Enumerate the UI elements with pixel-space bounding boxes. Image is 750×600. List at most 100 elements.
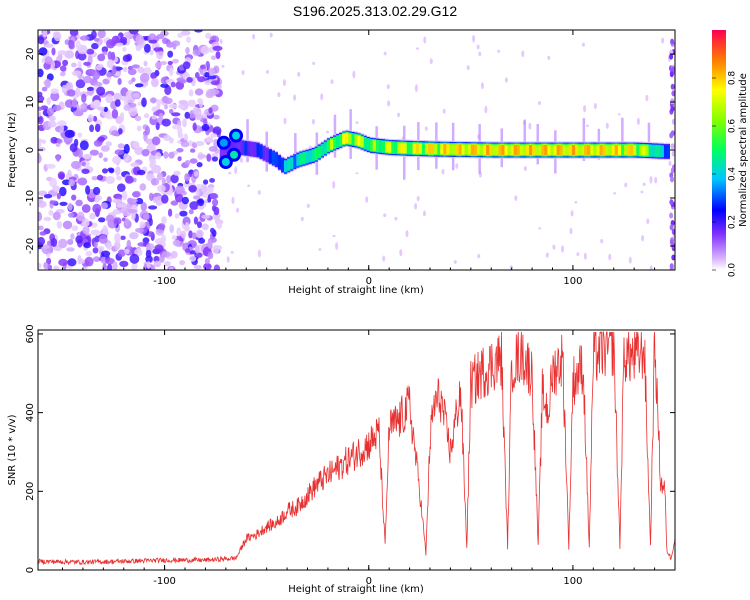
heatmap-speckle-cell	[649, 176, 653, 184]
heatmap-noise-cell	[181, 196, 189, 205]
heatmap-noise-cell	[59, 71, 66, 77]
heatmap-ridge-cell	[302, 152, 306, 164]
y-tick-label: -10	[25, 190, 36, 206]
heatmap-speckle-cell	[414, 84, 418, 93]
heatmap-speckle-cell	[226, 256, 230, 263]
heatmap-noise-cell	[96, 174, 104, 181]
heatmap-noise-cell	[216, 84, 222, 90]
heatmap-noise-cell	[49, 200, 59, 205]
heatmap-noise-cell	[194, 30, 203, 33]
heatmap-ridge-cell	[369, 139, 373, 152]
heatmap-noise-cell	[102, 51, 108, 56]
heatmap-speckle-cell	[582, 42, 585, 47]
heatmap-speckle-cell	[306, 203, 310, 208]
heatmap-noise-cell	[186, 36, 191, 43]
heatmap-ridge-cell	[424, 143, 429, 154]
heatmap-speckle-cell	[441, 168, 445, 175]
heatmap-noise-cell	[205, 32, 212, 39]
heatmap-ridge-cell	[648, 144, 652, 157]
heatmap-noise-cell	[114, 149, 125, 156]
heatmap-noise-cell	[123, 104, 131, 111]
heatmap-noise-cell	[52, 211, 61, 221]
heatmap-noise-cell	[46, 97, 51, 106]
heatmap-noise-cell	[38, 262, 42, 269]
heatmap-ridge-cell	[587, 145, 591, 156]
heatmap-noise-cell	[215, 51, 221, 60]
heatmap-ridge-cell	[565, 145, 569, 156]
heatmap-ridge-cell	[550, 145, 554, 156]
heatmap-speckle-cell	[397, 112, 401, 117]
heatmap-noise-cell	[76, 211, 85, 222]
heatmap-noise-cell	[64, 129, 75, 138]
heatmap-ridge-cell	[541, 145, 545, 156]
heatmap-noise-cell	[177, 32, 184, 38]
heatmap-noise-cell	[66, 247, 75, 252]
heatmap-ridge-cell	[403, 143, 407, 154]
heatmap-speckle-cell	[547, 55, 551, 60]
heatmap-noise-cell	[106, 59, 114, 69]
heatmap-noise-cell	[58, 238, 68, 249]
heatmap-noise-cell	[101, 46, 109, 53]
heatmap-noise-cell	[196, 230, 203, 238]
colorbar-ticks: 0.0 0.2 0.4 0.6 0.8	[712, 71, 738, 277]
heatmap-noise-cell	[127, 68, 137, 76]
heatmap-noise-cell	[196, 162, 203, 168]
heatmap-noise-cell	[210, 80, 220, 86]
heatmap-noise-cell	[57, 50, 67, 56]
heatmap-noise-cell	[170, 200, 179, 206]
heatmap-noise-cell	[61, 84, 67, 94]
heatmap-noise-cell	[200, 45, 210, 55]
heatmap-ridge-cell	[409, 142, 413, 155]
heatmap-noise-cell	[192, 122, 197, 131]
heatmap-noise-cell	[113, 217, 122, 225]
heatmap-noise-cell	[188, 89, 194, 97]
heatmap-speckle-cell	[234, 166, 238, 175]
heatmap-noise-cell	[144, 43, 151, 53]
heatmap-ridge-cell	[284, 160, 288, 172]
heatmap-noise-cell	[209, 192, 219, 200]
heatmap-noise-cell	[92, 256, 101, 262]
heatmap-noise-cell	[129, 30, 139, 35]
heatmap-ridge-cell	[633, 145, 637, 156]
heatmap-noise-cell	[142, 237, 150, 244]
heatmap-speckle-cell	[504, 77, 508, 83]
heatmap-noise-cell	[171, 112, 181, 117]
heatmap-noise-cell	[53, 31, 62, 42]
heatmap-noise-cell	[73, 110, 83, 117]
heatmap-noise-cell	[49, 177, 58, 188]
x-tick-label: -100	[153, 576, 176, 587]
heatmap-speckle-cell	[583, 105, 587, 113]
heatmap-noise-cell	[81, 204, 91, 213]
heatmap-noise-cell	[161, 194, 169, 204]
heatmap-noise-cell	[38, 138, 44, 144]
heatmap-noise-cell	[177, 103, 185, 110]
heatmap-ridge-cell	[529, 145, 533, 156]
heatmap-ridge-cell	[440, 144, 444, 155]
heatmap-noise-cell	[94, 123, 101, 133]
heatmap-ridge-cell	[366, 138, 370, 151]
heatmap-noise-cell	[211, 156, 218, 162]
heatmap-noise-cell	[66, 89, 76, 97]
heatmap-noise-cell	[125, 175, 134, 184]
heatmap-ridge-cell	[467, 144, 471, 155]
heatmap-noise-cell	[124, 218, 130, 226]
heatmap-noise-cell	[77, 148, 83, 159]
heatmap-noise-cell	[44, 56, 53, 65]
heatmap-speckle-cell	[624, 182, 628, 188]
heatmap-noise-cell	[132, 141, 140, 149]
heatmap-speckle-cell	[282, 79, 286, 87]
y-tick-label: 600	[25, 324, 36, 343]
spectrogram-cells	[38, 30, 675, 270]
heatmap-ridge-cell	[271, 151, 275, 165]
heatmap-noise-cell	[179, 260, 186, 266]
heatmap-noise-cell	[182, 118, 187, 128]
heatmap-noise-cell	[184, 160, 191, 166]
heatmap-speckle-cell	[247, 184, 251, 188]
heatmap-ridge-cell	[547, 145, 551, 156]
heatmap-noise-cell	[157, 223, 166, 231]
heatmap-noise-cell	[101, 202, 108, 210]
heatmap-noise-cell	[206, 136, 214, 143]
heatmap-noise-cell	[71, 225, 79, 232]
heatmap-noise-cell	[126, 239, 132, 250]
heatmap-ridge-cell	[663, 144, 667, 158]
